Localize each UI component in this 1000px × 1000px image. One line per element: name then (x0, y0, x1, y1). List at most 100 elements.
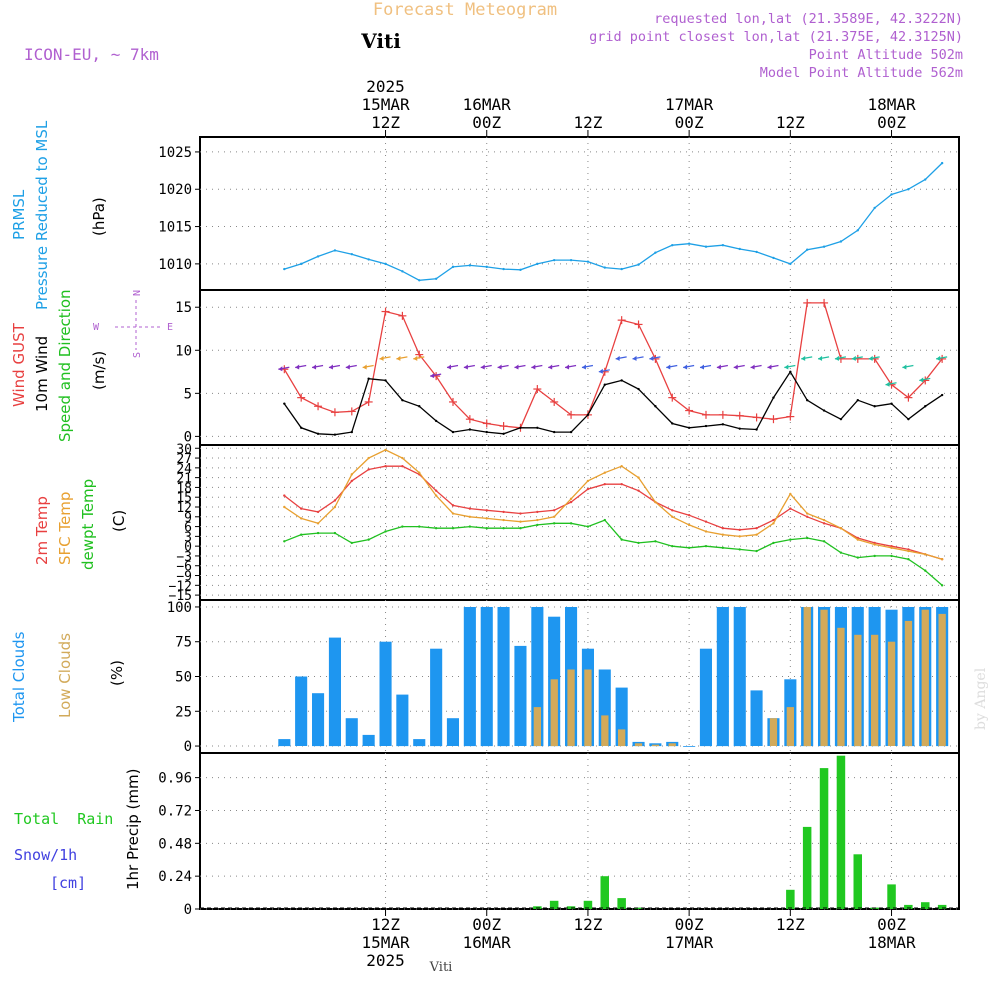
compass-rose: N W E S (93, 290, 173, 358)
data-point (553, 258, 556, 262)
bar-low-clouds (533, 707, 541, 746)
bar-total-clouds (396, 694, 409, 747)
data-point (654, 540, 657, 543)
watermark: by Angel (973, 667, 989, 730)
series-line-10m-wind (283, 370, 943, 436)
y-tick-label: 75 (175, 635, 192, 651)
bar-low-clouds (820, 609, 828, 746)
data-point (300, 533, 303, 536)
time-axis: 12Z15MAR202512Z15MAR202500Z16MAR00Z16MAR… (361, 77, 916, 970)
wind-arrowhead (801, 355, 806, 361)
clouds-unit: (%) (108, 660, 126, 686)
wind-arrowhead (328, 364, 333, 370)
data-point (856, 399, 859, 402)
y-tick-label: 0 (184, 902, 192, 918)
data-point (924, 178, 927, 181)
y-tick-label: 0.24 (158, 869, 192, 885)
bar-total-clouds (716, 607, 729, 747)
data-point (721, 546, 725, 549)
data-point (873, 554, 876, 558)
data-point (418, 279, 421, 282)
data-point (502, 527, 505, 530)
data-point (519, 512, 522, 515)
wind-arrowhead (581, 364, 586, 370)
bar-low-clouds (803, 607, 811, 747)
data-point (603, 383, 606, 386)
data-point (300, 426, 303, 429)
compass-e: E (167, 322, 173, 333)
bar-rain (549, 900, 559, 909)
bar-total-clouds (733, 607, 746, 747)
data-point (839, 527, 843, 530)
data-point (449, 397, 457, 406)
bar-rain (904, 904, 913, 909)
data-point (468, 264, 472, 267)
data-point (350, 430, 353, 434)
data-point (586, 260, 590, 263)
data-point (350, 473, 353, 476)
data-point (890, 554, 893, 558)
y-tick-label: 21 (176, 472, 192, 487)
wind-arrowhead (700, 364, 704, 370)
bar-total-clouds (295, 676, 308, 746)
bar-total-clouds (362, 734, 375, 746)
bar-total-clouds (278, 739, 291, 747)
location-title: Viti (360, 29, 401, 53)
bar-total-clouds (683, 746, 696, 747)
data-point (873, 206, 876, 210)
data-point (283, 505, 286, 509)
y-tick-label: 18 (176, 481, 192, 496)
data-point (283, 494, 286, 497)
bar-rain (887, 884, 896, 909)
tick-date-top: 15MAR (361, 95, 410, 114)
tick-year-bottom: 2025 (366, 951, 405, 970)
data-point (769, 415, 778, 424)
wind-arrowhead (784, 364, 789, 370)
data-point (314, 402, 323, 411)
bar-rain (937, 904, 947, 909)
data-point (620, 379, 623, 382)
bar-total-clouds (430, 648, 443, 747)
forecast-title: Forecast Meteogram (373, 0, 557, 20)
data-point (434, 527, 438, 530)
bar-rain (786, 889, 795, 909)
data-point (569, 258, 573, 262)
data-point (822, 409, 826, 412)
data-point (924, 553, 927, 556)
data-point (820, 298, 829, 307)
data-point (839, 551, 843, 554)
bar-total-clouds (463, 607, 476, 747)
wind-arrowhead (919, 377, 924, 383)
wind-gust-label: Wind GUST (10, 322, 28, 407)
bar-total-clouds (413, 739, 426, 747)
data-point (772, 522, 775, 525)
data-point (316, 510, 320, 514)
data-point (434, 494, 438, 497)
tick-year-top: 2025 (366, 77, 405, 96)
panel-4: 0 25 50 75 100 (167, 599, 960, 755)
wind-arrowhead (615, 355, 620, 361)
data-point (401, 270, 404, 273)
info-line-2: grid point closest lon,lat (21.375E, 42.… (589, 29, 963, 45)
data-point (704, 520, 708, 523)
wind-arrowhead (716, 364, 721, 370)
data-point (738, 528, 741, 532)
y-tick-label: 1020 (158, 182, 192, 198)
data-point (381, 307, 390, 316)
y-tick-label: 50 (175, 670, 192, 686)
data-point (364, 397, 373, 406)
low-clouds-label: Low Clouds (56, 633, 74, 718)
data-point (620, 465, 623, 468)
data-point (822, 522, 826, 525)
wind-arrowhead (379, 355, 384, 361)
data-point (603, 518, 606, 522)
wind-arrowhead (362, 364, 367, 370)
data-point (620, 482, 623, 486)
data-point (333, 499, 337, 502)
data-point (569, 430, 573, 434)
compass-s: S (132, 352, 143, 358)
dewpt-label: dewpt Temp (79, 479, 97, 570)
data-point (904, 393, 913, 402)
data-point (384, 262, 387, 266)
data-point (940, 558, 944, 561)
